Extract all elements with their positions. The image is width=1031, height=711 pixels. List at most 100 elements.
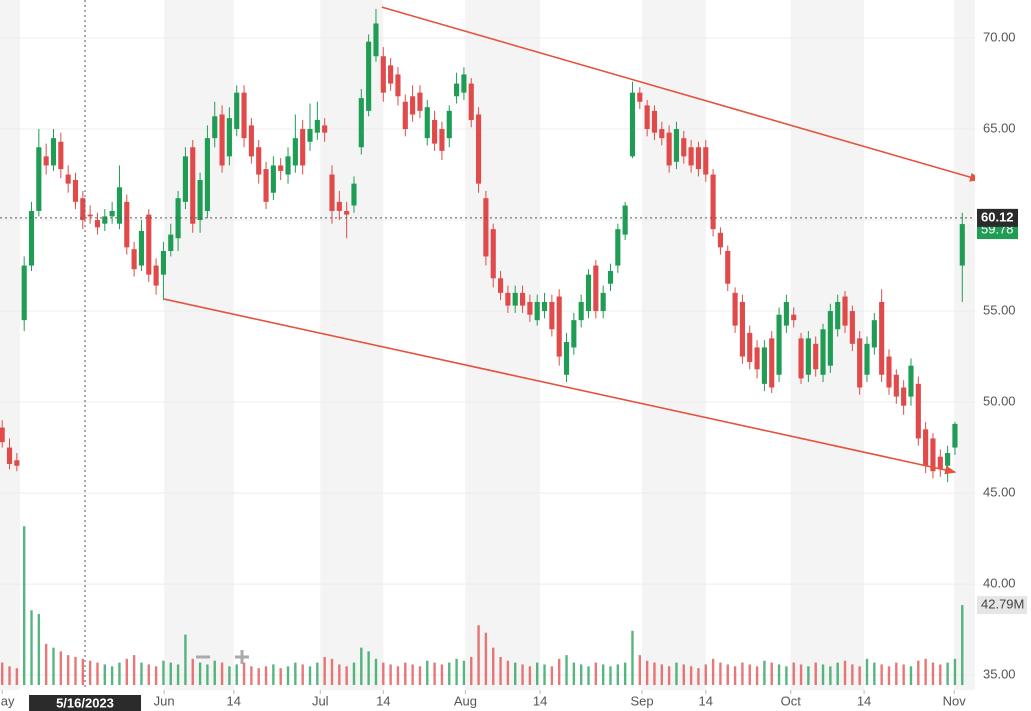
volume-bar	[198, 662, 202, 685]
candle-body	[651, 110, 658, 133]
volume-bar	[821, 664, 825, 685]
zoom-in-button[interactable]	[232, 647, 252, 667]
y-tick-label: 55.00	[983, 302, 1016, 317]
volume-bar	[191, 658, 194, 685]
candle-body	[688, 147, 694, 166]
volume-bar	[154, 666, 158, 685]
candle-body	[322, 125, 328, 133]
volume-label: 42.79M	[981, 597, 1024, 612]
candle-body	[36, 147, 42, 211]
volume-bar	[213, 660, 216, 685]
candle-body	[263, 169, 269, 202]
candle-body	[160, 250, 166, 275]
volume-bar	[601, 664, 605, 685]
volume-bar	[66, 655, 70, 685]
candle-body	[769, 338, 775, 388]
candle-body	[886, 356, 892, 388]
volume-bar	[675, 662, 678, 685]
candle-body	[300, 129, 306, 166]
volume-bar	[799, 664, 803, 685]
candle-body	[175, 198, 181, 239]
x-tick-label: 14	[227, 693, 241, 708]
volume-bar	[521, 664, 524, 685]
volume-bar	[22, 526, 26, 685]
candle-body	[490, 229, 496, 279]
volume-bar	[777, 664, 781, 685]
x-tick-label: 14	[533, 693, 547, 708]
candle-body	[351, 183, 357, 206]
volume-bar	[939, 664, 942, 685]
volume-bar	[880, 664, 883, 685]
volume-bar	[572, 662, 576, 685]
volume-bar	[741, 662, 744, 685]
volume-bar	[455, 658, 458, 685]
candle-body	[937, 456, 943, 470]
volume-bar	[785, 666, 788, 685]
candle-body	[835, 301, 841, 330]
x-tick-label: 14	[857, 693, 871, 708]
volume-bar	[308, 666, 312, 685]
band	[954, 0, 975, 690]
volume-bar	[565, 655, 568, 685]
volume-bar	[902, 664, 905, 685]
volume-bar	[807, 666, 810, 685]
candle-body	[402, 101, 408, 130]
candle-body	[410, 96, 416, 115]
volume-bar	[316, 662, 319, 685]
candle-body	[366, 41, 372, 111]
candle-body	[248, 125, 254, 157]
volume-bar	[887, 666, 891, 685]
candle-body	[212, 116, 218, 139]
volume-bar	[704, 664, 707, 685]
candle-body	[461, 74, 467, 93]
candle-body	[241, 92, 247, 139]
trendline	[163, 298, 957, 475]
candle-body	[94, 220, 101, 228]
candle-body	[798, 338, 804, 379]
volume-bar	[103, 664, 107, 685]
candle-body	[373, 23, 379, 57]
candle-body	[497, 278, 504, 293]
volume-bar	[301, 664, 304, 685]
candle-body	[234, 92, 240, 130]
candle-body	[857, 338, 863, 388]
candle-body	[446, 110, 452, 139]
volume-bar	[264, 666, 268, 685]
crosshair-date-box	[29, 695, 142, 711]
volume-bar	[74, 656, 77, 685]
band	[164, 0, 234, 690]
band	[642, 0, 706, 690]
candle-body	[395, 74, 401, 97]
x-tick-label: Aug	[454, 693, 477, 708]
zoom-out-button[interactable]	[193, 647, 213, 667]
volume-bar	[272, 664, 275, 685]
volume-bar	[763, 660, 766, 685]
candle-body	[50, 138, 57, 166]
volume-bar	[396, 666, 400, 685]
candle-body	[849, 311, 855, 344]
candle-body	[138, 230, 145, 266]
candle-body	[278, 165, 284, 171]
candle-body	[571, 320, 577, 348]
volume-bar	[37, 614, 41, 685]
candle-body	[805, 338, 811, 375]
candle-body	[14, 460, 20, 466]
candle-body	[292, 138, 298, 166]
volume-bar	[411, 664, 414, 685]
candle-body	[476, 114, 482, 184]
candle-body	[703, 147, 709, 175]
candle-body	[622, 205, 628, 235]
x-tick-label: 14	[376, 693, 390, 708]
volume-bar	[550, 666, 554, 685]
volume-bar	[140, 662, 143, 685]
candle-body	[871, 320, 877, 348]
volume-bar	[132, 655, 136, 685]
volume-bar	[770, 662, 773, 685]
volume-bar	[865, 658, 869, 685]
candle-body	[908, 365, 914, 397]
volume-bar	[719, 662, 722, 685]
volume-bar	[257, 668, 260, 685]
volume-bar	[755, 666, 759, 685]
volume-bar	[792, 662, 795, 685]
volume-bar	[286, 666, 290, 685]
